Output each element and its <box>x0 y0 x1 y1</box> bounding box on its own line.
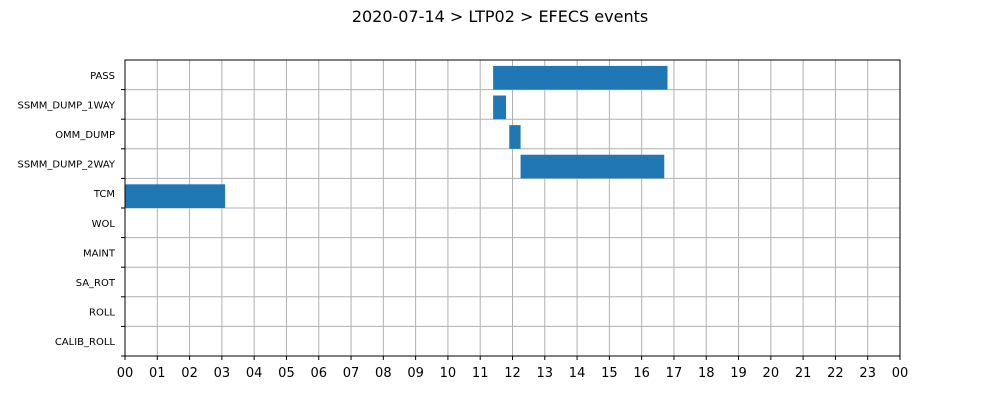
x-tick-label: 19 <box>730 366 747 381</box>
y-tick-label: MAINT <box>83 248 116 259</box>
x-tick-label: 07 <box>343 366 360 381</box>
x-tick-label: 04 <box>246 366 263 381</box>
x-tick-label: 02 <box>181 366 198 381</box>
x-axis-ticks: 00 01 02 03 04 05 06 07 08 09 10 11 12 13 14 15 16 17 18 19… <box>117 356 909 381</box>
x-tick-label: 00 <box>117 366 134 381</box>
y-tick-label: ROLL <box>89 308 115 319</box>
x-tick-label: 11 <box>472 366 489 381</box>
x-tick-label: 16 <box>633 366 650 381</box>
x-tick-label: 01 <box>149 366 166 381</box>
x-tick-label: 17 <box>666 366 683 381</box>
x-tick-label: 10 <box>440 366 457 381</box>
x-tick-label: 23 <box>859 366 876 381</box>
x-tick-label: 14 <box>569 366 586 381</box>
x-tick-label: 12 <box>504 366 521 381</box>
event-bar-pass <box>493 65 668 90</box>
x-tick-label: 22 <box>827 366 844 381</box>
x-tick-label: 18 <box>698 366 715 381</box>
y-tick-label: PASS <box>90 71 115 82</box>
y-tick-label: SSMM_DUMP_2WAY <box>17 160 115 171</box>
chart-title: 2020-07-14 > LTP02 > EFECS events <box>352 7 648 26</box>
event-bars <box>125 65 668 208</box>
x-tick-label: 15 <box>601 366 618 381</box>
y-tick-label: SSMM_DUMP_1WAY <box>17 100 115 111</box>
x-tick-label: 00 <box>892 366 909 381</box>
grid-lines <box>125 60 900 356</box>
y-tick-label: TCM <box>93 189 115 200</box>
x-tick-label: 05 <box>278 366 295 381</box>
event-bar-ssmm-dump-1way <box>493 95 507 120</box>
x-tick-label: 03 <box>214 366 231 381</box>
event-bar-ssmm-dump-2way <box>520 154 665 179</box>
y-tick-label: CALIB_ROLL <box>55 337 116 348</box>
event-bar-tcm <box>125 184 226 208</box>
x-tick-label: 21 <box>795 366 812 381</box>
x-tick-label: 09 <box>407 366 424 381</box>
x-tick-label: 20 <box>763 366 780 381</box>
y-tick-label: SA_ROT <box>76 278 116 289</box>
y-tick-label: WOL <box>92 219 116 230</box>
event-bar-omm-dump <box>509 125 521 149</box>
y-tick-label: OMM_DUMP <box>55 130 115 141</box>
x-tick-label: 06 <box>310 366 327 381</box>
y-axis-ticks: PASS SSMM_DUMP_1WAY OMM_DUMP SSMM_DUMP_2WAY… <box>17 71 125 357</box>
x-tick-label: 08 <box>375 366 392 381</box>
x-tick-label: 13 <box>537 366 554 381</box>
